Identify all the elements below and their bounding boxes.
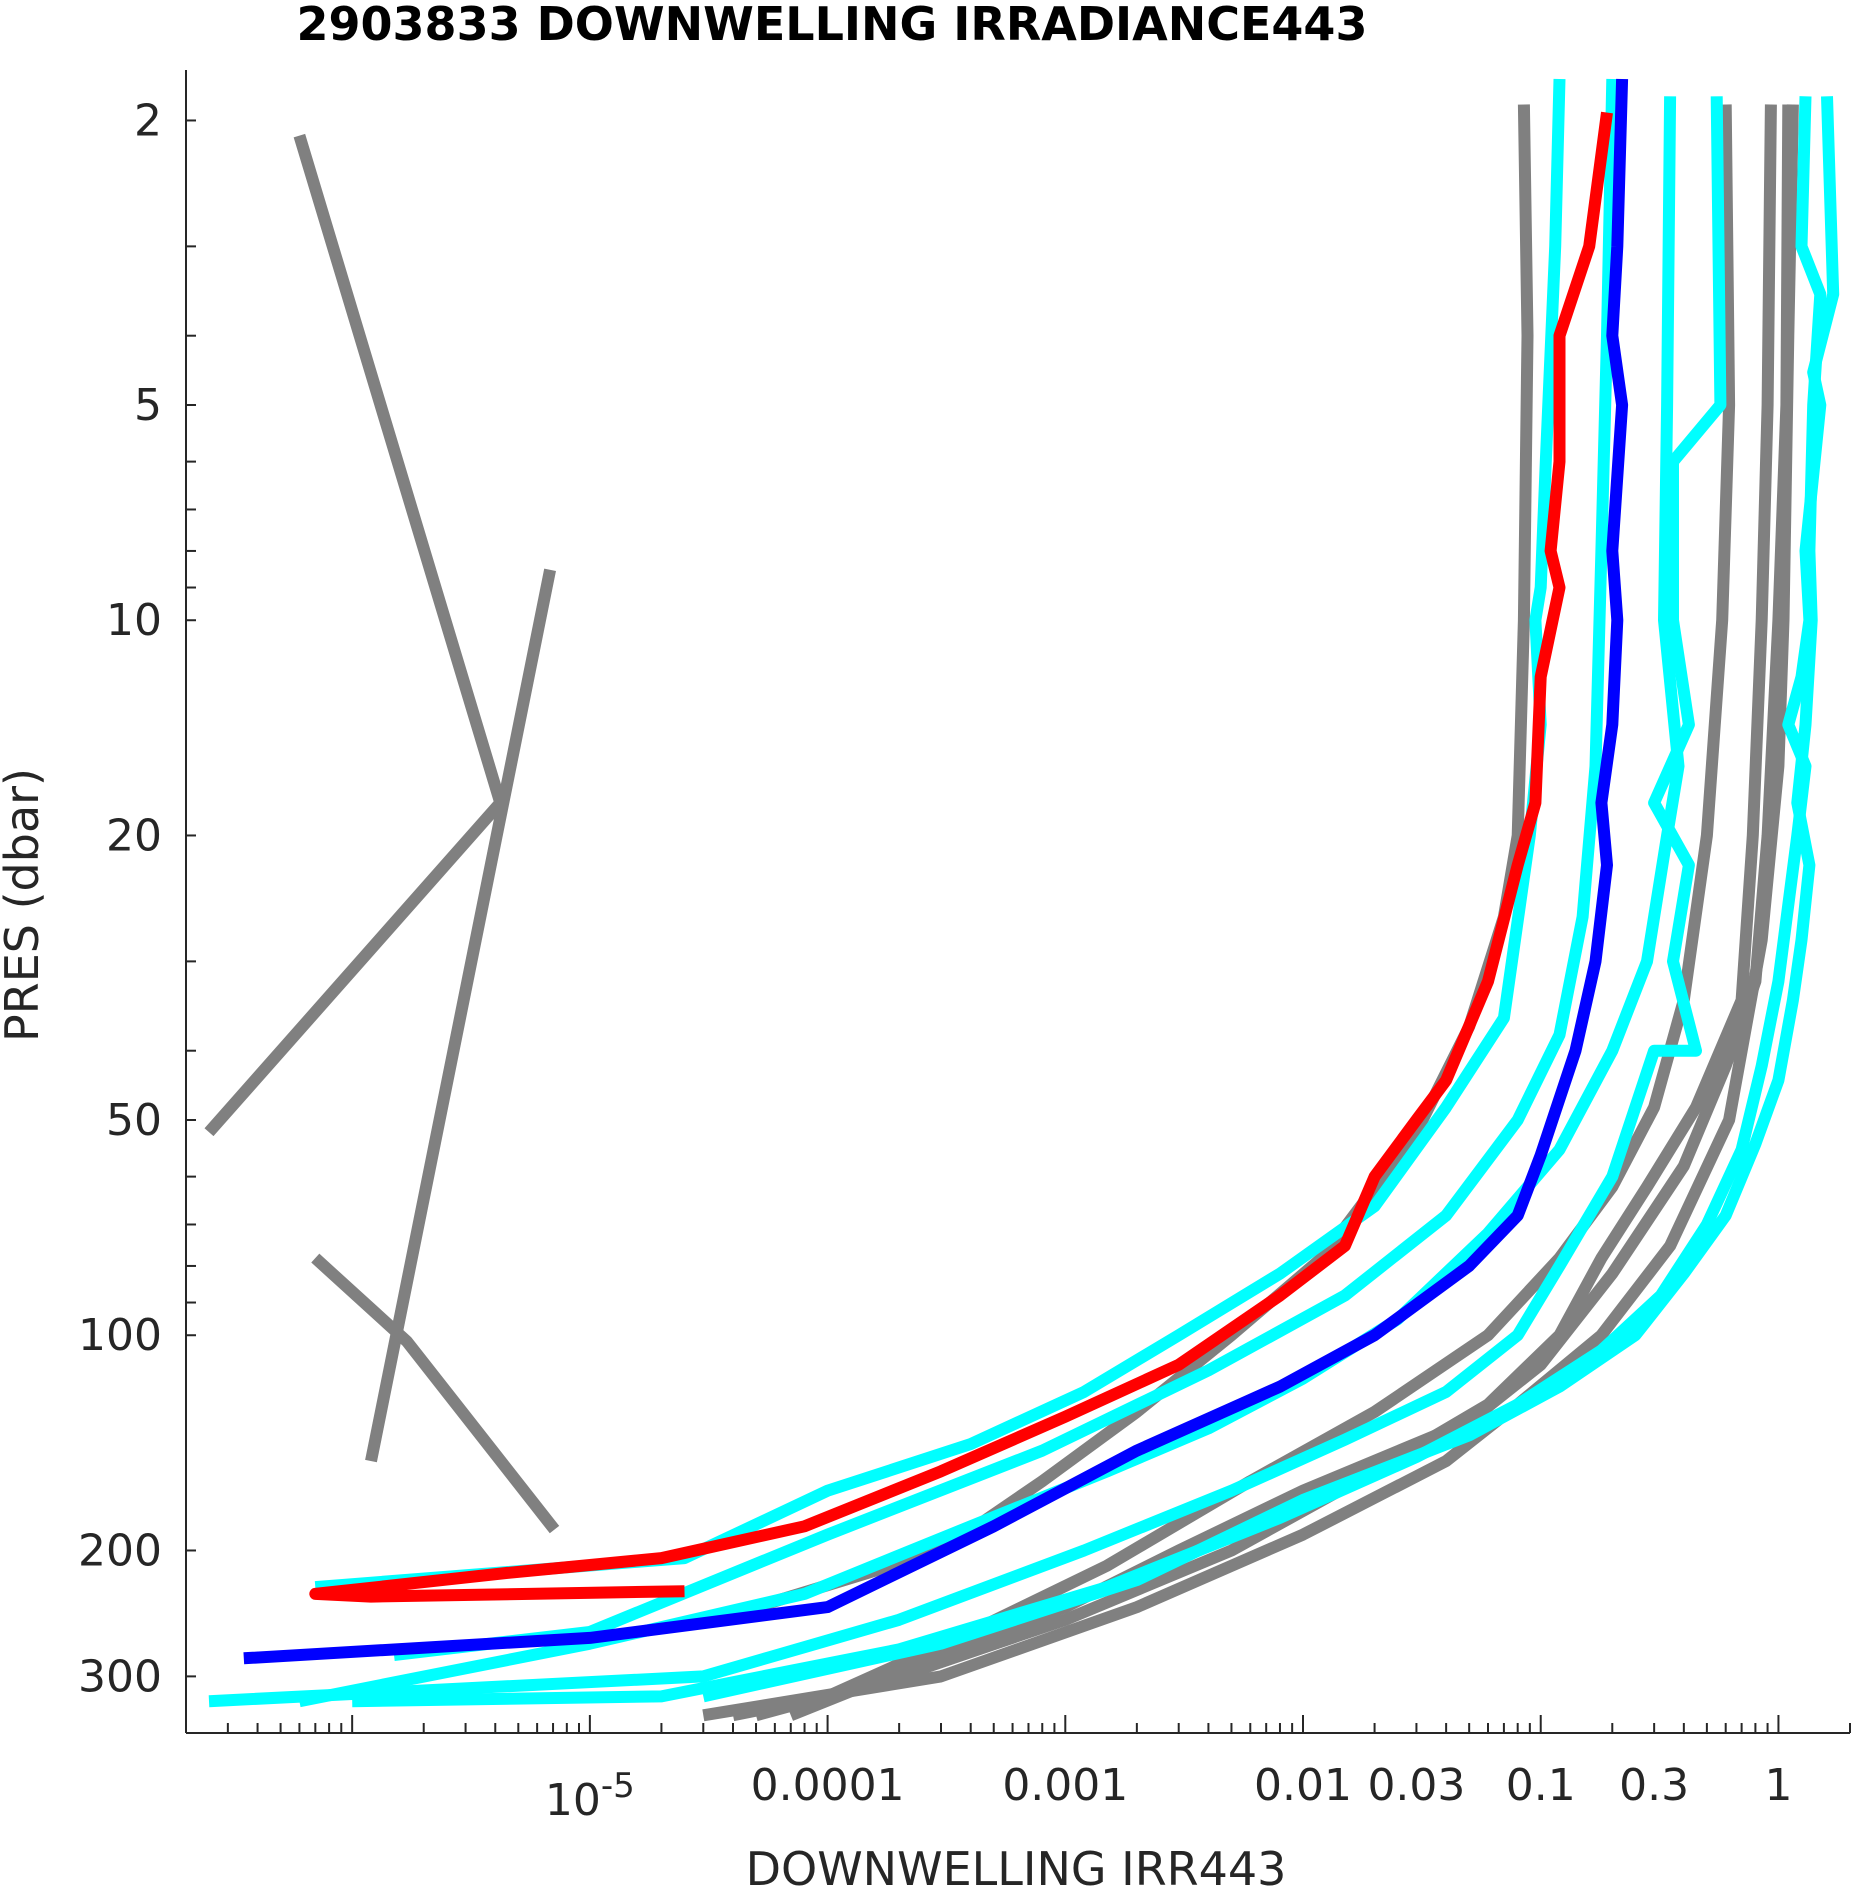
series-line-12 xyxy=(208,96,1727,1708)
series-line-11 xyxy=(298,96,1685,1708)
series-line-4 xyxy=(754,104,1534,1613)
x-tick-label: 10-5 xyxy=(545,1766,635,1826)
series-line-9 xyxy=(314,78,1566,1594)
y-axis-ticks: 2 5 10 20 50 100 200 300 xyxy=(78,95,196,1702)
x-tick-label: 0.1 xyxy=(1506,1760,1576,1811)
series-line-10 xyxy=(393,78,1619,1661)
x-tick-label: 1 xyxy=(1764,1760,1792,1811)
series-line-15 xyxy=(243,78,1629,1665)
x-axis-label: DOWNWELLING IRR443 xyxy=(746,1842,1287,1896)
series-line-8 xyxy=(702,104,1799,1722)
y-tick-label: 100 xyxy=(78,1310,162,1361)
x-tick-label: 0.01 xyxy=(1254,1760,1352,1811)
series-layer xyxy=(204,78,1840,1722)
y-tick-label: 5 xyxy=(134,380,162,431)
y-tick-label: 50 xyxy=(106,1095,162,1146)
x-tick-label: 0.03 xyxy=(1367,1760,1465,1811)
x-tick-label: 0.001 xyxy=(1002,1760,1128,1811)
series-line-2 xyxy=(365,568,556,1463)
y-axis-label: PRES (dbar) xyxy=(0,768,49,1042)
y-tick-label: 10 xyxy=(106,595,162,646)
x-axis-ticks: 10-5 0.0001 0.001 0.01 0.03 0.1 0.3 1 xyxy=(185,1715,1851,1826)
y-tick-label: 2 xyxy=(134,95,162,146)
series-line-1 xyxy=(204,133,507,1137)
y-tick-label: 200 xyxy=(78,1525,162,1576)
x-tick-label: 0.0001 xyxy=(751,1760,905,1811)
x-tick-label: 0.3 xyxy=(1619,1760,1689,1811)
y-tick-label: 20 xyxy=(106,810,162,861)
series-line-16 xyxy=(309,111,1613,1603)
series-line-14 xyxy=(352,96,1840,1708)
y-tick-label: 300 xyxy=(78,1651,162,1702)
chart-title: 2903833 DOWNWELLING IRRADIANCE443 xyxy=(297,0,1368,51)
series-line-6 xyxy=(754,104,1777,1722)
series-line-3 xyxy=(311,1253,560,1534)
